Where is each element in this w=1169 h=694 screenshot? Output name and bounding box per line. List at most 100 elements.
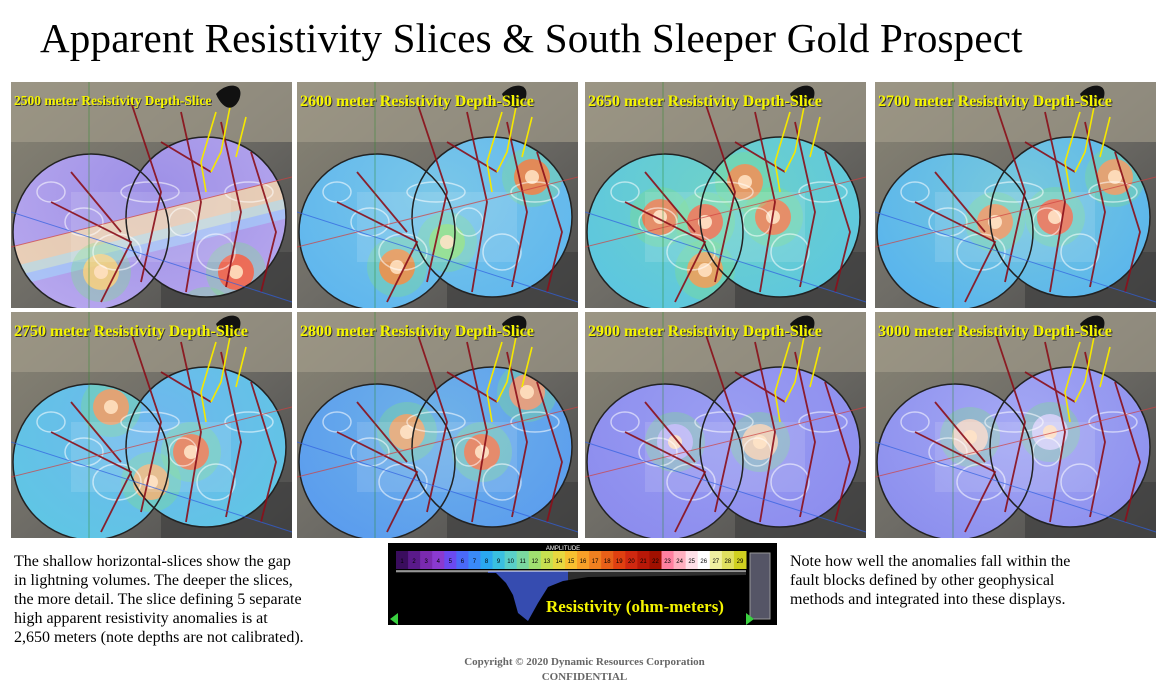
right-caption-line: Note how well the anomalies fall within … xyxy=(790,553,1071,570)
color-scale-tick: 23 xyxy=(664,559,671,565)
left-caption: The shallow horizontal-slices show the g… xyxy=(14,552,384,647)
scale-slider[interactable] xyxy=(749,552,771,620)
depth-slice-panel: 3000 meter Resistivity Depth-Slice xyxy=(875,312,1156,538)
color-scale-tick: 14 xyxy=(556,559,563,565)
color-swatch xyxy=(649,551,663,569)
depth-slice-title: 2500 meter Resistivity Depth-Slice xyxy=(14,93,212,108)
depth-slice-title: 2900 meter Resistivity Depth-Slice xyxy=(588,323,822,340)
depth-slice-panel: 2750 meter Resistivity Depth-Slice xyxy=(11,312,292,538)
resistivity-color-scale: 1 2 3 4 5 6 7 8 9 10 11 12 13 14 15 16 17 18 19 20 21 22 23 24 2… xyxy=(388,543,777,625)
depth-slice-map xyxy=(297,312,578,538)
color-swatch xyxy=(504,551,518,569)
color-swatch xyxy=(420,551,433,569)
color-scale-tick: 26 xyxy=(700,559,707,565)
color-swatch xyxy=(456,551,469,569)
color-scale-tick: 4 xyxy=(437,559,441,565)
depth-slice-title: 2600 meter Resistivity Depth-Slice xyxy=(300,93,534,110)
right-caption: Note how well the anomalies fall within … xyxy=(790,552,1160,609)
depth-slice-panel: 2600 meter Resistivity Depth-Slice xyxy=(297,82,578,308)
depth-slice-panel: 2650 meter Resistivity Depth-Slice xyxy=(585,82,866,308)
color-swatch xyxy=(528,551,542,569)
depth-slice-map xyxy=(297,82,578,308)
color-scale-tick: 11 xyxy=(520,559,527,565)
left-caption-line: the more detail. The slice defining 5 se… xyxy=(14,591,302,608)
color-swatch xyxy=(444,551,457,569)
color-swatch xyxy=(589,551,602,569)
color-swatch xyxy=(733,551,747,569)
page-title: Apparent Resistivity Slices & South Slee… xyxy=(40,15,1023,61)
depth-slice-panel: 2700 meter Resistivity Depth-Slice xyxy=(875,82,1156,308)
color-scale-tick: 24 xyxy=(676,559,683,565)
color-scale-tick: 27 xyxy=(712,559,719,565)
depth-slice-title: 2800 meter Resistivity Depth-Slice xyxy=(300,323,534,340)
copyright-line: Copyright © 2020 Dynamic Resources Corpo… xyxy=(464,656,705,668)
left-caption-line: high apparent resistivity anomalies is a… xyxy=(14,610,268,627)
right-caption-line: methods and integrated into these displa… xyxy=(790,591,1066,608)
color-swatch xyxy=(697,551,711,569)
color-scale-tick: 5 xyxy=(449,559,453,565)
scale-max-marker-icon[interactable] xyxy=(746,613,754,625)
color-swatch xyxy=(709,551,723,569)
color-scale-tick: 15 xyxy=(568,559,575,565)
depth-slice-title: 3000 meter Resistivity Depth-Slice xyxy=(878,323,1112,340)
color-swatch xyxy=(721,551,735,569)
color-scale-tick: 19 xyxy=(616,559,623,565)
depth-slice-map xyxy=(875,82,1156,308)
scale-min-marker-icon[interactable] xyxy=(390,613,398,625)
color-scale-tick: 6 xyxy=(461,559,465,565)
color-scale-tick: 2 xyxy=(412,559,416,565)
depth-slice-panel: 2500 meter Resistivity Depth-Slice xyxy=(11,82,292,308)
color-scale-tick: 22 xyxy=(652,559,659,565)
color-swatch xyxy=(468,551,481,569)
color-scale-graphic: 1 2 3 4 5 6 7 8 9 10 11 12 13 14 15 16 17 18 19 20 21 22 23 24 2… xyxy=(390,546,771,625)
color-scale-tick: 9 xyxy=(497,559,501,565)
color-scale-tick: 18 xyxy=(604,559,611,565)
color-swatch xyxy=(685,551,699,569)
depth-slice-title: 2700 meter Resistivity Depth-Slice xyxy=(878,93,1112,110)
color-swatch xyxy=(613,551,626,569)
color-swatch xyxy=(637,551,650,569)
color-scale-label: Resistivity (ohm-meters) xyxy=(546,597,724,616)
depth-slice-panel: 2800 meter Resistivity Depth-Slice xyxy=(297,312,578,538)
color-swatch xyxy=(661,551,675,569)
depth-slice-map xyxy=(11,312,292,538)
color-scale-tick: 20 xyxy=(628,559,635,565)
color-swatch xyxy=(564,551,578,569)
right-caption-line: fault blocks defined by other geophysica… xyxy=(790,572,1055,589)
color-scale-tick: 7 xyxy=(473,559,477,565)
color-scale-tick: 25 xyxy=(688,559,695,565)
color-scale-tick: 1 xyxy=(400,559,404,565)
color-scale-header: AMPLITUDE xyxy=(546,546,580,552)
left-caption-line: in lightning volumes. The deeper the sli… xyxy=(14,572,293,589)
color-swatch xyxy=(480,551,494,569)
color-swatch xyxy=(625,551,638,569)
color-scale-tick: 21 xyxy=(640,559,647,565)
color-swatch xyxy=(601,551,614,569)
color-scale-tick: 8 xyxy=(485,559,489,565)
color-scale-tick: 17 xyxy=(592,559,599,565)
color-swatch xyxy=(552,551,566,569)
left-caption-line: 2,650 meters (note depths are not calibr… xyxy=(14,629,304,646)
confidential-label: CONFIDENTIAL xyxy=(541,671,628,683)
color-swatch xyxy=(396,551,409,569)
color-swatch xyxy=(577,551,590,569)
depth-slice-title: 2650 meter Resistivity Depth-Slice xyxy=(588,93,822,110)
depth-slice-map xyxy=(585,312,866,538)
color-scale-tick: 16 xyxy=(580,559,587,565)
color-scale-tick: 28 xyxy=(725,559,732,565)
depth-slice-map xyxy=(11,82,292,308)
color-swatch xyxy=(516,551,530,569)
left-caption-line: The shallow horizontal-slices show the g… xyxy=(14,553,291,570)
color-swatch xyxy=(673,551,687,569)
depth-slice-panel: 2900 meter Resistivity Depth-Slice xyxy=(585,312,866,538)
color-scale-tick: 3 xyxy=(425,559,429,565)
color-scale-tick: 12 xyxy=(531,559,538,565)
depth-slice-map xyxy=(585,82,866,308)
color-swatch xyxy=(492,551,506,569)
color-scale-tick: 10 xyxy=(507,559,514,565)
depth-slice-title: 2750 meter Resistivity Depth-Slice xyxy=(14,323,248,340)
depth-slice-map xyxy=(875,312,1156,538)
color-scale-tick: 29 xyxy=(737,559,744,565)
color-swatch xyxy=(540,551,554,569)
color-swatch xyxy=(432,551,445,569)
